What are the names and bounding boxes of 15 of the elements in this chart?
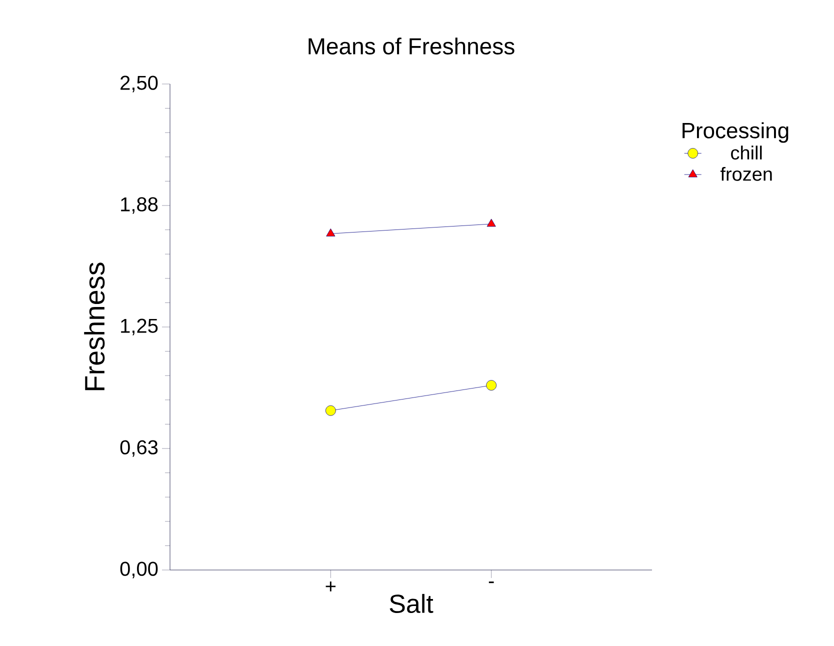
point [486,380,497,391]
x-axis-title: Salt [390,594,434,614]
x-tick-label: - [488,582,494,584]
x-tick-label: + [326,582,336,592]
y-tick-label: 0,63 [120,440,158,457]
y-tick-label: 1,25 [121,318,158,336]
y-tick-label: 1,88 [121,197,158,214]
legend-title: Processing [682,122,788,143]
legend-label: chill [731,146,762,160]
y-tick-label: 0,00 [120,562,158,578]
y-tick-label: 2,50 [120,76,158,92]
point [325,405,336,416]
chart-title: Means of Freshness [308,38,514,54]
y-axis-title: Freshness [84,262,105,390]
legend-label: frozen [720,166,772,181]
